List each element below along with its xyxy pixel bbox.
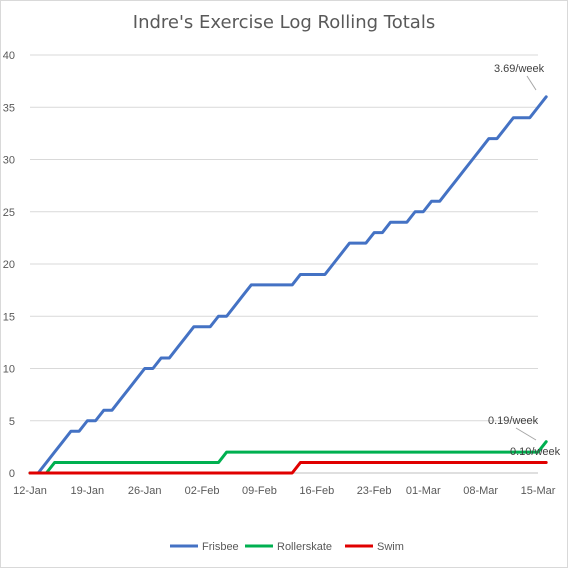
series-line-swim — [28, 461, 548, 475]
y-tick-label: 0 — [9, 468, 15, 480]
legend: Frisbee Rollerskate Swim — [170, 541, 404, 553]
x-tick-label: 02-Feb — [185, 485, 220, 497]
rate-annotation: 0.10/week — [510, 446, 561, 458]
legend-label: Frisbee — [202, 541, 239, 553]
y-tick-label: 5 — [9, 416, 15, 428]
rate-annotation: 0.19/week — [488, 415, 539, 427]
y-tick-label: 10 — [3, 364, 15, 376]
annotation-leader-line — [526, 75, 537, 91]
x-tick-label: 19-Jan — [71, 485, 105, 497]
x-tick-label: 09-Feb — [242, 485, 277, 497]
series-lines — [28, 95, 548, 475]
x-tick-label: 08-Mar — [463, 485, 498, 497]
chart-title: Indre's Exercise Log Rolling Totals — [133, 12, 435, 33]
x-tick-label: 15-Mar — [521, 485, 556, 497]
series-line-frisbee — [28, 95, 548, 475]
legend-label: Swim — [377, 541, 404, 553]
x-axis-tick-labels: 12-Jan 19-Jan 26-Jan 02-Feb 09-Feb 16-Feb 23-F… — [13, 485, 556, 497]
y-axis-tick-labels: 0 5 10 15 20 25 30 35 40 — [3, 50, 15, 480]
y-tick-label: 35 — [3, 102, 15, 114]
x-tick-label: 12-Jan — [13, 485, 47, 497]
x-tick-label: 26-Jan — [128, 485, 162, 497]
legend-label: Rollerskate — [277, 541, 332, 553]
y-tick-label: 40 — [3, 50, 15, 62]
y-tick-label: 25 — [3, 207, 15, 219]
annotation-leader-line — [515, 427, 537, 441]
annotations: 3.69/week 0.19/week 0.10/week — [488, 63, 561, 458]
x-tick-label: 23-Feb — [357, 485, 392, 497]
rate-annotation: 3.69/week — [494, 63, 545, 75]
y-tick-label: 20 — [3, 259, 15, 271]
y-tick-label: 30 — [3, 155, 15, 167]
x-tick-label: 01-Mar — [406, 485, 441, 497]
x-tick-label: 16-Feb — [299, 485, 334, 497]
y-tick-label: 15 — [3, 311, 15, 323]
